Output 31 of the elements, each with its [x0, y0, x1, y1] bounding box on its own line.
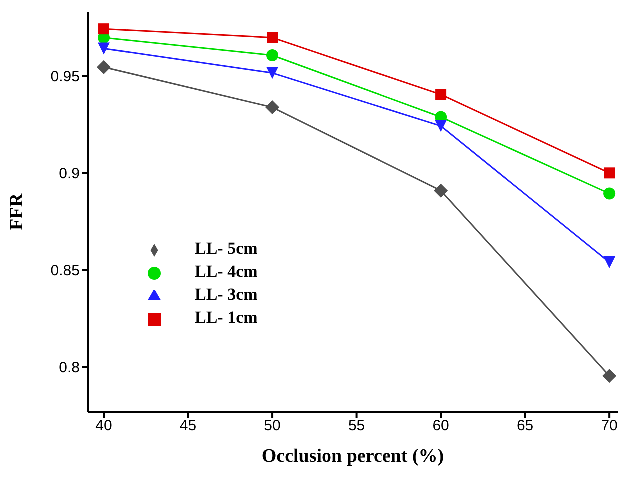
point: [97, 60, 112, 74]
y-tick-label: 0.9: [59, 165, 80, 182]
x-tick-label: 70: [601, 418, 618, 435]
point: [602, 369, 617, 384]
point: [266, 67, 279, 80]
point: [434, 184, 448, 198]
point: [267, 32, 278, 44]
point: [266, 100, 280, 115]
x-tick-label: 40: [96, 418, 112, 435]
x-tick-label: 50: [264, 418, 281, 435]
point: [604, 168, 616, 179]
y-axis-title: FFR: [6, 193, 28, 230]
legend-label: LL- 4cm: [195, 262, 258, 281]
x-tick-label: 65: [516, 418, 534, 435]
point: [604, 188, 616, 200]
point: [435, 120, 448, 132]
legend-label: LL- 5cm: [195, 239, 258, 258]
point: [98, 42, 110, 55]
x-axis-title: Occlusion percent (%): [262, 446, 444, 467]
y-tick-label: 0.95: [50, 68, 80, 86]
x-tick-label: 45: [180, 418, 197, 435]
legend-label: LL- 3cm: [195, 285, 258, 304]
x-tick-label: 55: [348, 418, 366, 435]
point: [436, 89, 447, 100]
x-tick-label: 60: [432, 418, 450, 435]
legend-label: LL- 1cm: [195, 308, 258, 327]
point: [98, 24, 110, 35]
y-tick-label: 0.85: [50, 262, 80, 280]
point: [604, 256, 616, 268]
y-tick-label: 0.8: [59, 360, 80, 377]
point: [266, 49, 279, 62]
